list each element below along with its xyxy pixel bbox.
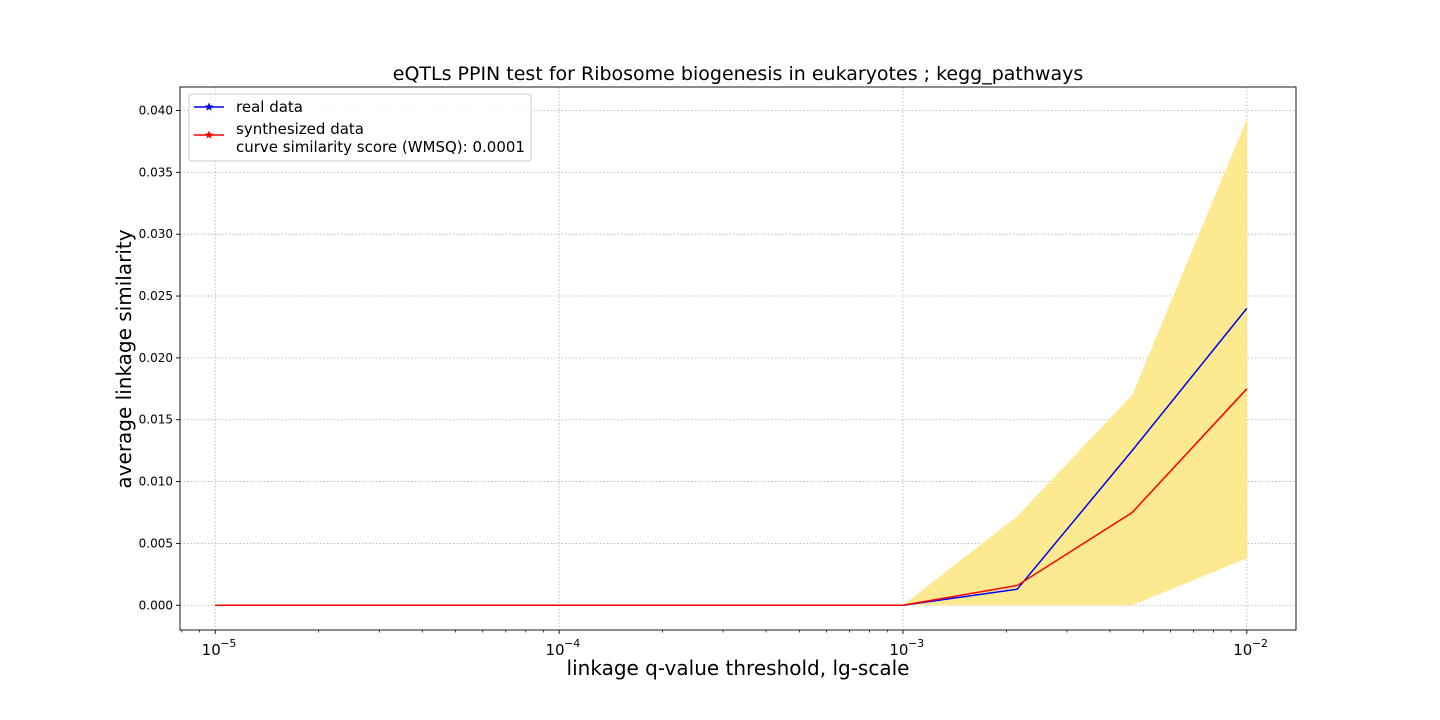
x-tick-label-base: 10 <box>202 641 221 659</box>
x-tick-label: 10 −4 <box>546 637 581 659</box>
x-tick-label-exponent: −3 <box>908 637 924 650</box>
series-line <box>215 388 1248 607</box>
confidence-band-area <box>215 119 1247 606</box>
x-tick-label-exponent: −4 <box>564 637 580 650</box>
y-tick-label: 0.030 <box>139 227 173 241</box>
y-tick-label: 0.015 <box>139 413 173 427</box>
chart-title: eQTLs PPIN test for Ribosome biogenesis … <box>393 63 1084 85</box>
legend-label: synthesized data curve similarity score (… <box>236 120 525 156</box>
x-tick-label-exponent: −2 <box>1252 637 1268 650</box>
x-tick-label-base: 10 <box>889 641 908 659</box>
y-tick-label: 0.025 <box>139 289 173 303</box>
y-tick-label: 0.020 <box>139 351 173 365</box>
y-tick-label: 0.000 <box>139 598 173 612</box>
y-tick-label: 0.040 <box>139 104 173 118</box>
legend-item: real data <box>194 98 303 116</box>
legend-label-line: curve similarity score (WMSQ): 0.0001 <box>236 138 525 156</box>
x-tick-label-base: 10 <box>1233 641 1252 659</box>
y-tick-label: 0.005 <box>139 536 173 550</box>
legend-marker-star <box>204 130 214 139</box>
legend-label-line: synthesized data <box>236 120 364 138</box>
series-lines <box>215 307 1248 607</box>
y-axis-ticks: 0.000 0.005 0.010 0.015 0.020 0.025 0.030 0.035… <box>139 104 180 612</box>
x-axis-label: linkage q-value threshold, lg-scale <box>567 656 910 680</box>
y-tick-label: 0.010 <box>139 475 173 489</box>
legend-item: synthesized data curve similarity score (… <box>194 120 525 156</box>
legend-label: real data <box>236 98 303 116</box>
legend: real data synthesized data curve similarit… <box>188 93 532 162</box>
x-tick-label: 10 −3 <box>889 637 924 659</box>
x-tick-label: 10 −5 <box>202 637 237 659</box>
legend-marker-star <box>204 102 214 111</box>
legend-label-line: real data <box>236 98 303 116</box>
x-axis-ticks: 10 −5 10 −4 10 −3 10 −2 <box>181 630 1268 659</box>
x-tick-label: 10 −2 <box>1233 637 1268 659</box>
x-tick-label-base: 10 <box>546 641 565 659</box>
y-axis-label: average linkage similarity <box>112 229 136 488</box>
confidence-band <box>215 119 1247 606</box>
legend-box <box>188 93 532 162</box>
y-tick-label: 0.035 <box>139 165 173 179</box>
x-tick-label-exponent: −5 <box>220 637 236 650</box>
plot-frame <box>179 86 1297 631</box>
